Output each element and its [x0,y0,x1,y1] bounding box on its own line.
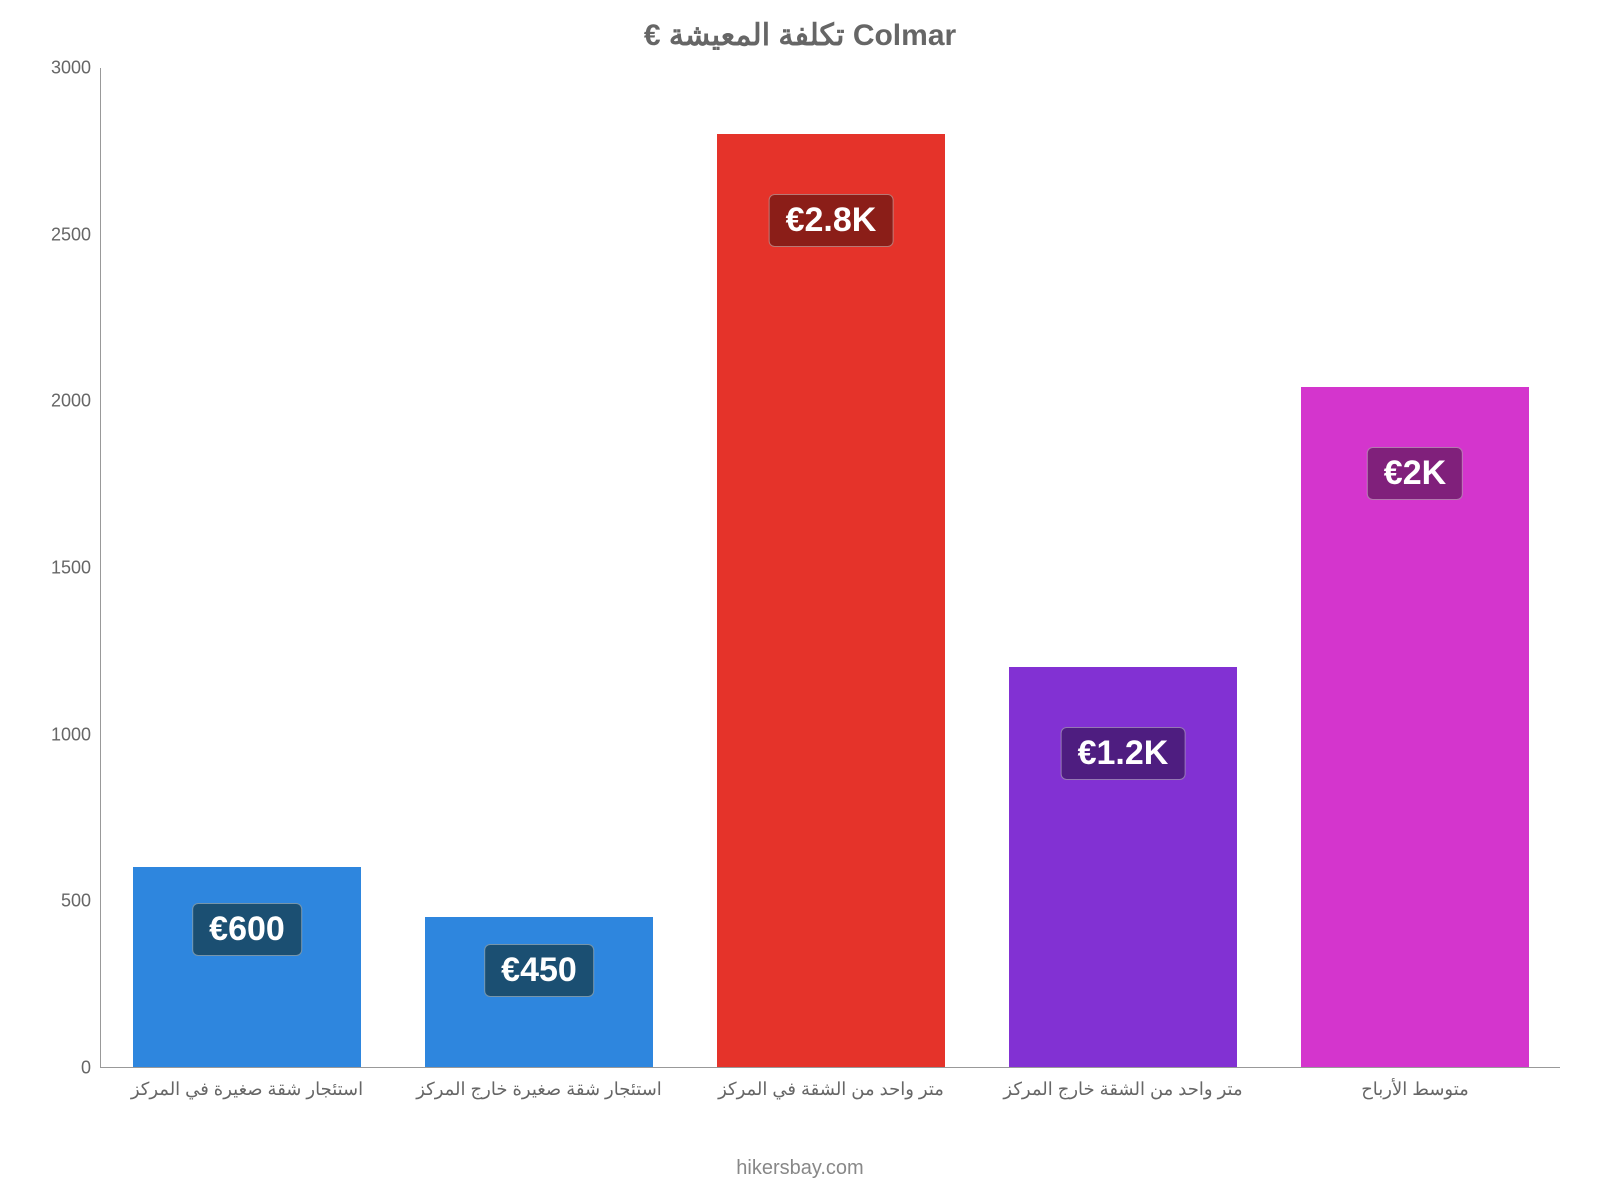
x-tick-label: استئجار شقة صغيرة في المركز [131,1079,363,1100]
bar: €2K [1301,387,1529,1067]
plot-area: 050010001500200025003000€600استئجار شقة … [100,68,1560,1068]
y-tick-label: 1500 [31,558,91,579]
x-tick-label: متر واحد من الشقة خارج المركز [1003,1079,1242,1100]
bar-value-label: €2.8K [769,194,894,247]
attribution-text: hikersbay.com [0,1157,1600,1180]
x-tick-label: استئجار شقة صغيرة خارج المركز [416,1079,662,1100]
x-tick-label: متوسط الأرباح [1361,1079,1469,1100]
cost-of-living-chart: € تكلفة المعيشة Colmar 05001000150020002… [0,0,1600,1200]
bar: €2.8K [717,134,945,1067]
bar: €600 [133,867,361,1067]
bar: €450 [425,917,653,1067]
x-tick-label: متر واحد من الشقة في المركز [718,1079,944,1100]
bar-value-label: €450 [484,944,594,997]
y-tick-label: 1000 [31,724,91,745]
y-tick-label: 2000 [31,391,91,412]
y-tick-label: 2500 [31,224,91,245]
bar: €1.2K [1009,667,1237,1067]
bar-value-label: €1.2K [1061,727,1186,780]
chart-title: € تكلفة المعيشة Colmar [0,18,1600,53]
y-tick-label: 0 [31,1058,91,1079]
y-tick-label: 3000 [31,58,91,79]
y-tick-label: 500 [31,891,91,912]
bar-value-label: €2K [1367,447,1463,500]
bar-value-label: €600 [192,903,302,956]
